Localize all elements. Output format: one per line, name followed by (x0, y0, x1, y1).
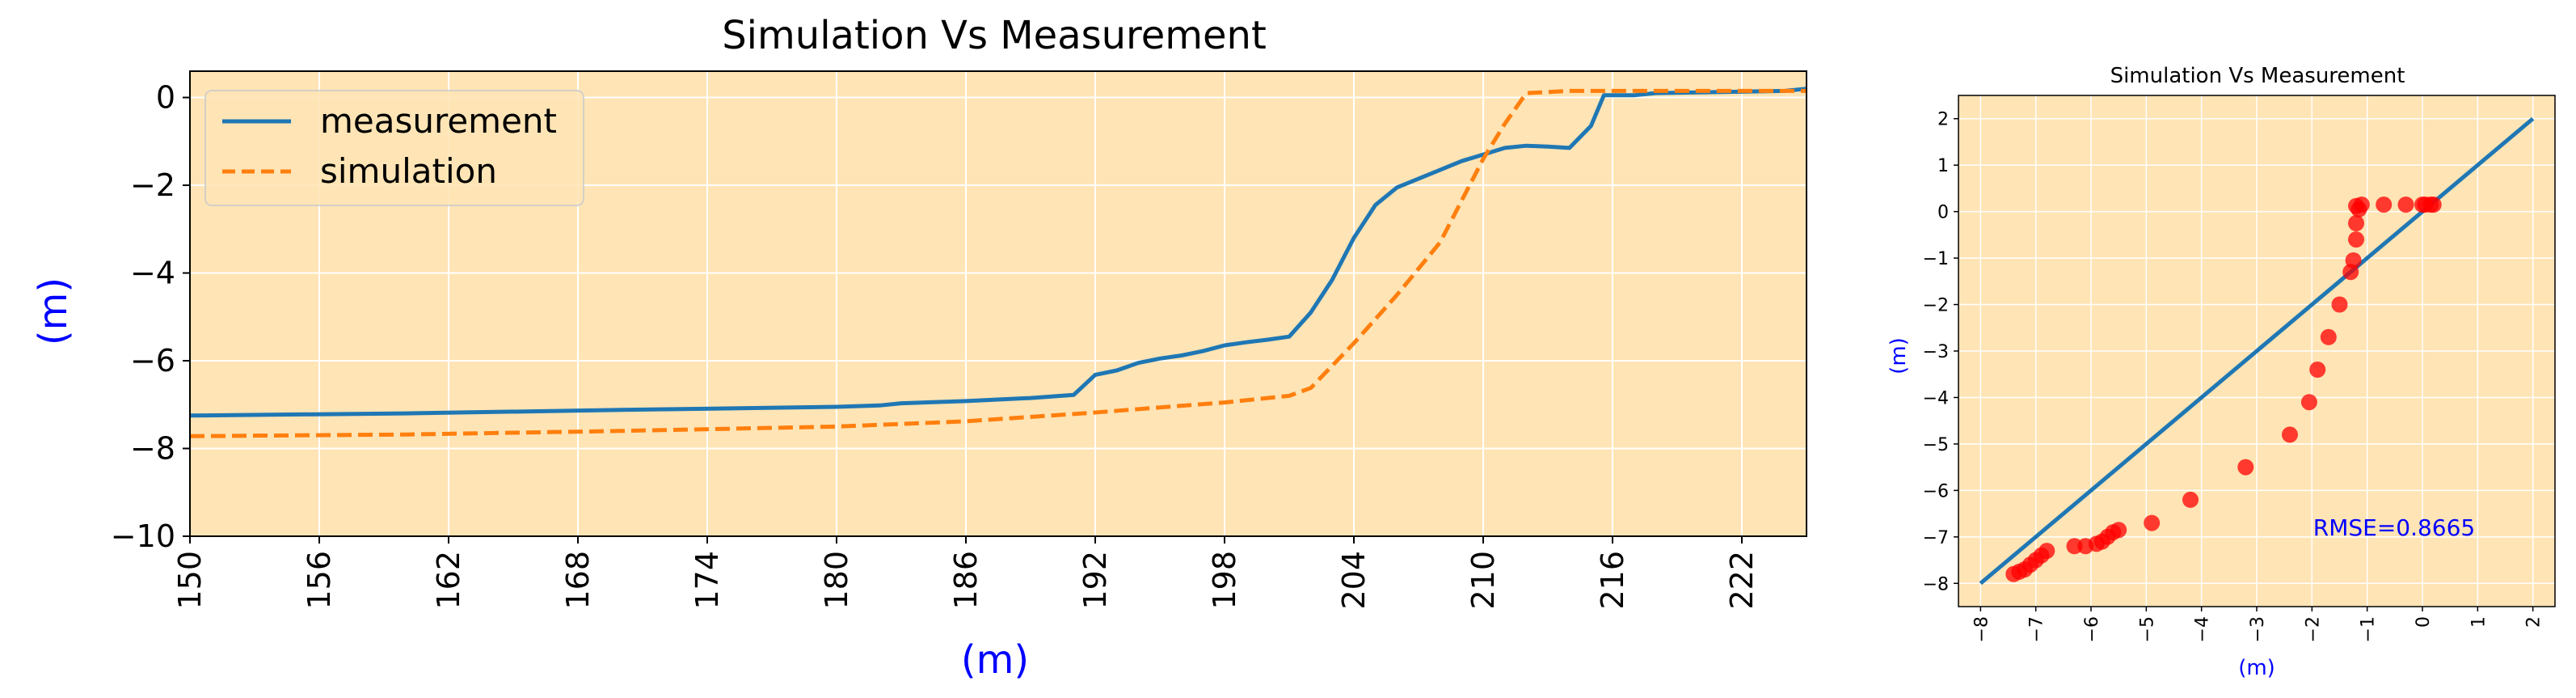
scatter-point (2038, 543, 2055, 560)
x-tick-label: 198 (1207, 551, 1242, 610)
y-tick-label: −4 (1923, 388, 1949, 408)
scatter-chart-x-ticks: −8 −7 −6 −5 −4 −3 −2 −1 0 1 2 (1971, 607, 2544, 642)
y-tick-label: −2 (1923, 296, 1949, 316)
scatter-point (2345, 252, 2362, 269)
scatter-point (2300, 394, 2317, 411)
scatter-chart-reference-line (1979, 116, 2535, 586)
y-tick-label: −1 (1923, 249, 1949, 269)
series-line-simulation (189, 88, 1807, 438)
line-chart-panel: Simulation Vs Measurement 150 156 162 168 17… (31, 13, 1807, 683)
y-tick-label: −5 (1923, 435, 1949, 455)
line-chart-x-ticks: 150 156 162 168 174 180 186 192 198 204 210 216 222 (172, 536, 1760, 610)
y-tick-label: −2 (130, 167, 175, 203)
scatter-chart-x-axis-label: (m) (2238, 656, 2275, 680)
scatter-point (2376, 197, 2393, 213)
x-tick-label: −7 (2027, 616, 2047, 642)
y-tick-label: −7 (1923, 528, 1949, 548)
x-tick-label: 210 (1465, 551, 1501, 610)
x-tick-label: 216 (1595, 551, 1630, 610)
scatter-point (2425, 197, 2442, 213)
legend-label-measurement: measurement (320, 101, 557, 141)
scatter-point (2282, 426, 2298, 443)
x-tick-label: 186 (948, 551, 984, 610)
scatter-point (2331, 296, 2348, 313)
scatter-point (2397, 197, 2414, 213)
legend-label-simulation: simulation (320, 151, 497, 191)
scatter-chart-grid (1958, 95, 2555, 607)
x-tick-label: −4 (2193, 616, 2213, 642)
y-tick-label: −8 (1923, 574, 1949, 594)
scatter-point (2237, 459, 2254, 476)
scatter-point (2348, 215, 2364, 231)
line-chart-y-axis-label: (m) (31, 277, 76, 345)
scatter-point (2320, 328, 2337, 345)
y-tick-label: 0 (156, 80, 175, 116)
y-tick-label: −3 (1923, 342, 1949, 362)
line-chart-legend: measurement simulation (204, 90, 584, 206)
y-tick-label: −4 (130, 256, 175, 291)
y-tick-label: 0 (1937, 203, 1949, 223)
x-tick-label: 156 (301, 551, 337, 610)
x-tick-label: 168 (560, 551, 596, 610)
y-tick-label: −6 (1923, 481, 1949, 501)
x-tick-label: −2 (2303, 616, 2323, 642)
y-tick-label: −6 (130, 343, 175, 379)
y-tick-label: 1 (1937, 156, 1949, 176)
scatter-point (2144, 514, 2161, 531)
scatter-point (2353, 197, 2370, 213)
scatter-chart-y-axis-label: (m) (1887, 337, 1911, 374)
line-chart-frame (189, 70, 1807, 537)
scatter-chart-points (2005, 197, 2442, 582)
legend-box (204, 90, 584, 206)
y-tick-label: −8 (130, 431, 175, 467)
scatter-chart-panel: Simulation Vs Measurement −8 −7 −6 −5 −4 −3 −2… (1887, 64, 2556, 680)
identity-line (1979, 116, 2535, 586)
series-line-measurement (189, 87, 1807, 418)
x-tick-label: 162 (431, 551, 466, 610)
x-tick-label: 150 (172, 551, 208, 610)
scatter-point (2182, 491, 2199, 508)
scatter-point (2066, 538, 2083, 555)
scatter-point (2110, 522, 2127, 539)
rmse-annotation: RMSE=0.8665 (2313, 514, 2476, 541)
x-tick-label: −1 (2359, 616, 2379, 642)
x-tick-label: 192 (1077, 551, 1113, 610)
x-tick-label: −6 (2082, 616, 2102, 642)
x-tick-label: 2 (2524, 616, 2544, 628)
line-chart-series (189, 87, 1807, 438)
x-tick-label: −5 (2137, 616, 2157, 642)
x-tick-label: 180 (819, 551, 854, 610)
x-tick-label: 174 (689, 551, 725, 610)
line-chart-x-axis-label: (m) (961, 637, 1029, 683)
x-tick-label: −3 (2248, 616, 2268, 642)
line-chart-y-ticks: 0 −2 −4 −6 −8 −10 (111, 80, 190, 554)
scatter-point (2348, 231, 2364, 248)
scatter-chart-y-ticks: 2 1 0 −1 −2 −3 −4 −5 −6 −7 −8 (1923, 110, 1958, 594)
scatter-chart-title: Simulation Vs Measurement (2110, 64, 2405, 88)
x-tick-label: 0 (2414, 616, 2434, 628)
y-tick-label: −10 (111, 518, 175, 554)
y-tick-label: 2 (1937, 110, 1949, 130)
scatter-point (2309, 362, 2326, 378)
x-tick-label: 1 (2468, 616, 2489, 628)
x-tick-label: 222 (1724, 551, 1760, 610)
x-tick-label: 204 (1336, 551, 1372, 610)
x-tick-label: −8 (1971, 616, 1992, 642)
line-chart-title: Simulation Vs Measurement (722, 13, 1267, 58)
